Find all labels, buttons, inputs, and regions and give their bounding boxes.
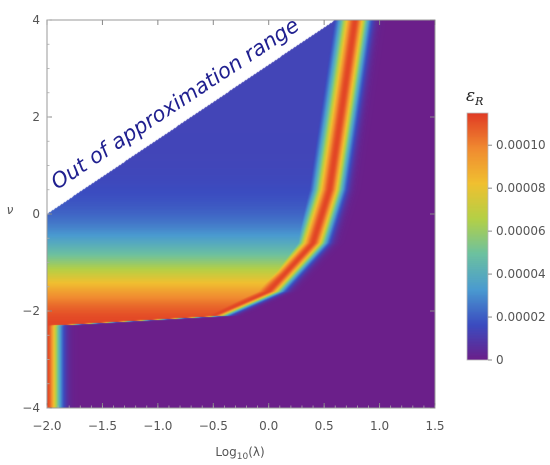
x-tick-label: 1.0: [370, 419, 389, 433]
y-tick-label: 0: [32, 207, 40, 221]
colorbar-ticks: 0 0.00002 0.00004 0.00006 0.00008 0.00010: [466, 112, 546, 367]
x-tick-label: −0.5: [199, 419, 228, 433]
colorbar-tick-label: 0.00002: [496, 310, 546, 324]
colorbar-border: [466, 112, 489, 361]
x-axis-ticks: −2.0 −1.5 −1.0 −0.5 0.0 0.5 1.0 1.5: [32, 20, 445, 433]
plot-frame: [46, 19, 436, 409]
x-tick-label: 1.5: [425, 419, 444, 433]
x-tick-label: −1.5: [88, 419, 117, 433]
colorbar-tick-label: 0.00006: [496, 224, 546, 238]
x-tick-label: 0.5: [315, 419, 334, 433]
x-tick-label: −1.0: [143, 419, 172, 433]
colorbar-tick-label: 0: [496, 353, 504, 367]
excluded-region-label: Out of approximation range: [47, 13, 304, 194]
x-tick-label: −2.0: [32, 419, 61, 433]
colorbar-tick-label: 0.00008: [496, 181, 546, 195]
colorbar-gradient: [467, 113, 488, 360]
y-tick-label: −2: [22, 304, 40, 318]
colorbar-title: εR: [466, 86, 483, 108]
y-axis-ticks: −4 −2 0 2 4: [22, 13, 435, 415]
x-tick-label: 0.0: [259, 419, 278, 433]
y-tick-label: 4: [32, 13, 40, 27]
heatmap-image: [47, 20, 435, 408]
x-axis-label: Log10(λ): [215, 445, 264, 462]
plot-border: [46, 19, 436, 409]
colorbar-tick-label: 0.00010: [496, 138, 546, 152]
colorbar-tick-label: 0.00004: [496, 267, 546, 281]
y-tick-label: 2: [32, 110, 40, 124]
y-tick-label: −4: [22, 401, 40, 415]
y-axis-label: ν: [7, 203, 14, 217]
